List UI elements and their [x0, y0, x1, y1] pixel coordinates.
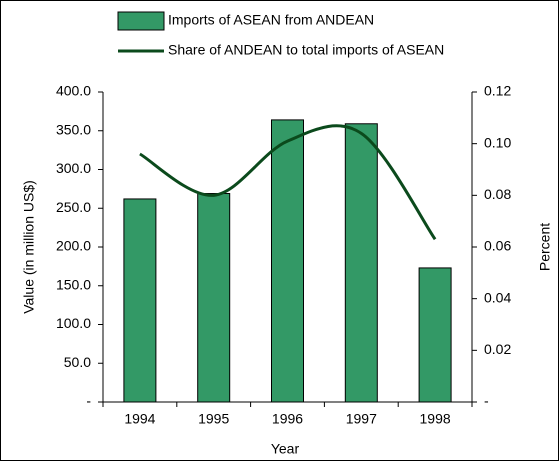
y2-tick-label: 0.08	[484, 186, 511, 202]
bar	[418, 267, 452, 403]
y2-tick-label: 0.06	[484, 238, 511, 254]
y-tick-label: 50.0	[64, 354, 91, 370]
y-tick-label: 150.0	[56, 276, 91, 292]
bar	[344, 123, 378, 403]
y-tick-label: -	[86, 393, 91, 409]
bar	[271, 119, 304, 403]
y2-tick-label: -	[484, 393, 489, 409]
y-tick-label: 200.0	[56, 238, 91, 254]
x-tick-label: 1994	[124, 411, 155, 427]
legend-label: Imports of ASEAN from ANDEAN	[168, 12, 374, 28]
line	[139, 124, 437, 241]
y2-tick-label: 0.12	[484, 83, 511, 99]
x-axis-label: Year	[271, 441, 300, 457]
x-tick-label: 1997	[346, 411, 377, 427]
x-tick-label: 1995	[198, 411, 229, 427]
y-tick-label: 400.0	[56, 83, 91, 99]
x-tick-label: 1998	[420, 411, 451, 427]
y-tick-label: 300.0	[56, 160, 91, 176]
y-tick-label: 250.0	[56, 199, 91, 215]
y2-tick-label: 0.10	[484, 134, 511, 150]
y2-tick-label: 0.04	[484, 289, 511, 305]
y2-tick-label: 0.02	[484, 341, 511, 357]
y-tick-label: 100.0	[56, 315, 91, 331]
y-axis-label: Value (in million US$)	[21, 180, 37, 314]
legend-label: Share of ANDEAN to total imports of ASEA…	[168, 42, 444, 58]
y-tick-label: 350.0	[56, 121, 91, 137]
x-tick-label: 1996	[272, 411, 303, 427]
legend-swatch	[117, 11, 165, 31]
bar	[197, 193, 231, 403]
y2-axis-label: Percent	[537, 223, 553, 271]
bar	[123, 198, 157, 403]
